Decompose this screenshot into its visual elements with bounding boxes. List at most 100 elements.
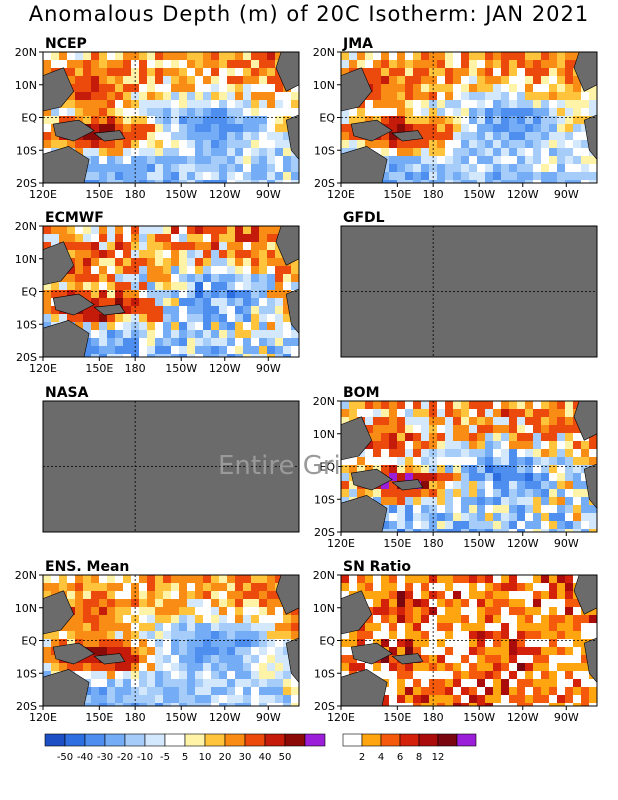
heatmap-cell (517, 441, 525, 449)
heatmap-cell (91, 583, 99, 591)
heatmap-cell (107, 100, 115, 108)
heatmap-cell (147, 116, 155, 124)
heatmap-cell (485, 417, 493, 425)
heatmap-cell (259, 615, 267, 623)
heatmap-cell (235, 84, 243, 92)
heatmap-cell (573, 92, 581, 100)
heatmap-cell (461, 465, 469, 473)
heatmap-cell (163, 282, 171, 290)
heatmap-cell (413, 180, 421, 183)
heatmap-cell (243, 687, 251, 695)
heatmap-cell (139, 703, 147, 706)
heatmap-cell (557, 68, 565, 76)
heatmap-cell (51, 234, 59, 242)
heatmap-cell (477, 671, 485, 679)
heatmap-cell (517, 703, 525, 706)
heatmap-cell (557, 505, 565, 513)
heatmap-cell (565, 473, 573, 481)
heatmap-cell (171, 52, 179, 60)
heatmap-cell (581, 647, 589, 655)
heatmap-cell (477, 172, 485, 180)
heatmap-cell (485, 68, 493, 76)
heatmap-cell (573, 441, 581, 449)
heatmap-cell (291, 354, 299, 357)
heatmap-cell (227, 164, 235, 172)
heatmap-cell (187, 100, 195, 108)
heatmap-cell (195, 575, 203, 583)
heatmap-cell (243, 599, 251, 607)
heatmap-cell (235, 575, 243, 583)
heatmap-cell (405, 599, 413, 607)
heatmap-cell (341, 52, 349, 60)
heatmap-cell (75, 575, 83, 583)
heatmap-cell (501, 76, 509, 84)
heatmap-cell (525, 505, 533, 513)
heatmap-cell (413, 575, 421, 583)
heatmap-cell (123, 132, 131, 140)
heatmap-cell (251, 124, 259, 132)
heatmap-cell (589, 521, 597, 529)
heatmap-cell (91, 164, 99, 172)
heatmap-cell (445, 449, 453, 457)
heatmap-cell (533, 132, 541, 140)
heatmap-cell (581, 140, 589, 148)
heatmap-cell (437, 647, 445, 655)
heatmap-cell (267, 671, 275, 679)
heatmap-cell (493, 679, 501, 687)
heatmap-cell (373, 671, 381, 679)
heatmap-cell (445, 671, 453, 679)
heatmap-cell (275, 116, 283, 124)
heatmap-cell (139, 583, 147, 591)
heatmap-cell (187, 234, 195, 242)
heatmap-cell (91, 615, 99, 623)
heatmap-cell (509, 457, 517, 465)
heatmap-cell (437, 529, 445, 532)
heatmap-cell (493, 687, 501, 695)
heatmap-cell (437, 433, 445, 441)
y-tick-label: EQ (21, 112, 37, 125)
heatmap-cell (565, 465, 573, 473)
heatmap-cell (91, 306, 99, 314)
heatmap-cell (163, 615, 171, 623)
heatmap-cell (573, 631, 581, 639)
heatmap-cell (349, 575, 357, 583)
heatmap-cell (203, 575, 211, 583)
heatmap-cell (341, 481, 349, 489)
heatmap-cell (549, 695, 557, 703)
heatmap-cell (163, 140, 171, 148)
heatmap-cell (83, 639, 91, 647)
heatmap-cell (533, 465, 541, 473)
heatmap-cell (453, 457, 461, 465)
heatmap-cell (107, 258, 115, 266)
heatmap-cell (283, 140, 291, 148)
heatmap-cell (373, 108, 381, 116)
x-tick-label: 120W (209, 711, 241, 724)
heatmap-cell (59, 639, 67, 647)
heatmap-cell (115, 354, 123, 357)
heatmap-cell (195, 703, 203, 706)
heatmap-cell (509, 639, 517, 647)
heatmap-cell (147, 599, 155, 607)
heatmap-cell (227, 687, 235, 695)
heatmap-cell (381, 703, 389, 706)
heatmap-cell (437, 489, 445, 497)
heatmap-cell (501, 172, 509, 180)
heatmap-cell (557, 489, 565, 497)
heatmap-cell (381, 132, 389, 140)
heatmap-cell (187, 290, 195, 298)
heatmap-cell (115, 156, 123, 164)
heatmap-cell (389, 631, 397, 639)
heatmap-cell (349, 409, 357, 417)
heatmap-cell (43, 314, 51, 322)
heatmap-cell (139, 695, 147, 703)
heatmap-cell (349, 132, 357, 140)
heatmap-cell (477, 513, 485, 521)
heatmap-cell (187, 695, 195, 703)
heatmap-cell (243, 274, 251, 282)
heatmap-cell (469, 505, 477, 513)
heatmap-cell (139, 354, 147, 357)
heatmap-cell (541, 663, 549, 671)
heatmap-cell (219, 76, 227, 84)
heatmap-cell (291, 100, 299, 108)
heatmap-cell (485, 679, 493, 687)
